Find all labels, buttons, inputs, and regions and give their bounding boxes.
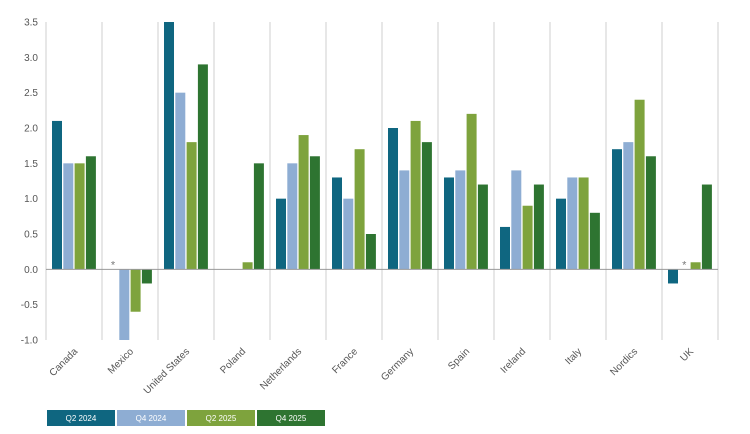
y-tick-label: 2.0 bbox=[24, 124, 38, 135]
x-category-label: Spain bbox=[446, 346, 472, 372]
bar-italy-q4-2024 bbox=[567, 177, 578, 270]
bar-canada-q2-2024 bbox=[52, 120, 62, 270]
bar-united-states-q4-2024 bbox=[175, 92, 186, 270]
y-tick-label: -0.5 bbox=[21, 300, 39, 311]
bar-netherlands-q2-2024 bbox=[276, 198, 286, 270]
x-category-label: UK bbox=[679, 346, 697, 364]
y-tick-label: 1.5 bbox=[24, 159, 38, 170]
bar-germany-q2-2024 bbox=[388, 128, 398, 270]
bar-united-states-q2-2024 bbox=[164, 22, 174, 270]
y-tick-label: 0.0 bbox=[24, 265, 38, 276]
bar-united-states-q4-2025 bbox=[197, 64, 208, 270]
bar-nordics-q2-2025 bbox=[634, 99, 645, 270]
bar-germany-q4-2024 bbox=[399, 170, 410, 270]
bar-mexico-q4-2024 bbox=[119, 269, 130, 340]
bar-canada-q2-2025 bbox=[74, 163, 85, 270]
bar-mexico-q2-2025 bbox=[130, 269, 141, 312]
bar-uk-q2-2024 bbox=[668, 269, 678, 284]
x-category-label: Canada bbox=[48, 346, 81, 379]
bar-spain-q2-2024 bbox=[444, 177, 454, 270]
bar-germany-q4-2025 bbox=[421, 142, 432, 270]
bar-canada-q4-2024 bbox=[63, 163, 74, 270]
bar-italy-q4-2025 bbox=[589, 212, 600, 270]
bar-france-q2-2024 bbox=[332, 177, 342, 270]
bar-ireland-q2-2024 bbox=[500, 226, 510, 270]
y-tick-label: -1.0 bbox=[21, 336, 39, 347]
bar-netherlands-q2-2025 bbox=[298, 135, 309, 270]
bar-netherlands-q4-2024 bbox=[287, 163, 298, 270]
bar-canada-q4-2025 bbox=[85, 156, 96, 270]
bar-uk-q2-2025 bbox=[690, 262, 701, 270]
y-tick-label: 2.5 bbox=[24, 88, 38, 99]
bar-mexico-q4-2025 bbox=[141, 269, 152, 284]
x-category-label: Nordics bbox=[608, 346, 640, 378]
bar-germany-q2-2025 bbox=[410, 120, 421, 270]
legend: Q2 2024 Q4 2024 Q2 2025 Q4 2025 bbox=[47, 410, 325, 426]
bar-nordics-q2-2024 bbox=[612, 149, 622, 270]
bar-poland-q4-2025 bbox=[253, 163, 264, 270]
x-category-label: Poland bbox=[218, 346, 248, 376]
bar-netherlands-q4-2025 bbox=[309, 156, 320, 270]
legend-item-q2-2024: Q2 2024 bbox=[47, 410, 115, 426]
legend-item-q4-2024: Q4 2024 bbox=[117, 410, 185, 426]
bar-france-q4-2024 bbox=[343, 198, 354, 270]
annotation-asterisk: * bbox=[111, 259, 116, 271]
bar-france-q2-2025 bbox=[354, 149, 365, 270]
y-tick-label: 0.5 bbox=[24, 230, 38, 241]
legend-item-q4-2025: Q4 2025 bbox=[257, 410, 325, 426]
bar-nordics-q4-2025 bbox=[645, 156, 656, 270]
x-category-label: Netherlands bbox=[258, 346, 304, 392]
bar-poland-q2-2025 bbox=[242, 262, 253, 270]
bar-ireland-q4-2024 bbox=[511, 170, 522, 270]
bar-united-states-q2-2025 bbox=[186, 142, 197, 270]
x-category-label: Germany bbox=[379, 346, 416, 383]
x-category-label: United States bbox=[142, 346, 192, 396]
y-tick-label: 3.0 bbox=[24, 53, 38, 64]
x-category-label: France bbox=[330, 346, 360, 376]
y-tick-label: 1.0 bbox=[24, 194, 38, 205]
bar-ireland-q4-2025 bbox=[533, 184, 544, 270]
bar-chart: 3.5 3.0 2.5 2.0 1.5 1.0 0.5 0.0 -0.5 -1.0 * * Canada… bbox=[21, 18, 719, 397]
bar-italy-q2-2024 bbox=[556, 198, 566, 270]
x-category-label: Italy bbox=[563, 346, 584, 367]
annotation-asterisk: * bbox=[682, 259, 687, 271]
x-category-label: Ireland bbox=[499, 346, 528, 375]
bar-spain-q2-2025 bbox=[466, 113, 477, 270]
bar-spain-q4-2025 bbox=[477, 184, 488, 270]
x-category-label: Mexico bbox=[106, 346, 136, 376]
bar-uk-q4-2025 bbox=[701, 184, 712, 270]
bar-italy-q2-2025 bbox=[578, 177, 589, 270]
bar-spain-q4-2024 bbox=[455, 170, 466, 270]
legend-item-q2-2025: Q2 2025 bbox=[187, 410, 255, 426]
bar-france-q4-2025 bbox=[365, 234, 376, 270]
y-tick-label: 3.5 bbox=[24, 18, 38, 29]
bar-ireland-q2-2025 bbox=[522, 205, 533, 270]
bar-nordics-q4-2024 bbox=[623, 142, 634, 270]
